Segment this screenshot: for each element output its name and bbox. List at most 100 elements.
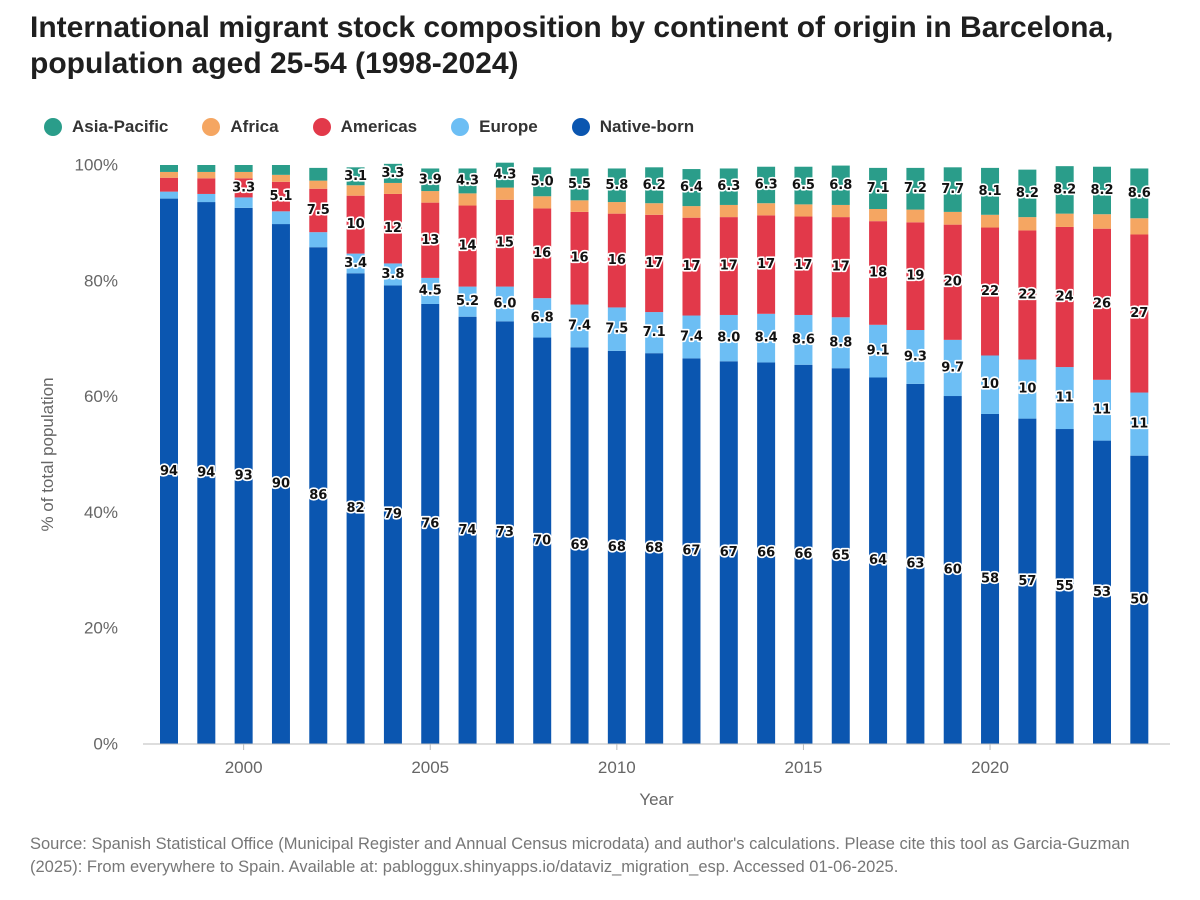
data-label: 8.6 — [1128, 186, 1151, 201]
bar-segment-africa — [1130, 218, 1149, 235]
data-label: 7.4 — [680, 329, 703, 344]
x-tick-label: 2020 — [971, 758, 1009, 777]
bar-stack-2008: 70 6.8 16 5.0 — [529, 167, 555, 744]
bar-segment-africa — [1018, 217, 1037, 231]
bar-segment-native-born — [757, 362, 776, 744]
bar-segment-asia-pacific — [682, 169, 701, 207]
bar-segment-europe — [794, 314, 813, 365]
bar-segment-europe — [197, 193, 216, 203]
bar-stack-2012: 67 7.4 17 6.4 — [678, 169, 705, 744]
data-label: 8.8 — [829, 335, 852, 350]
data-label: 9.3 — [904, 349, 927, 364]
data-label: 5.1 — [269, 189, 292, 204]
bar-segment-asia-pacific — [1093, 166, 1111, 215]
bar-stack-2011: 68 7.1 17 6.2 — [641, 167, 667, 744]
legend-label: Africa — [230, 117, 279, 136]
bar-segment-europe — [719, 314, 738, 362]
data-label: 17 — [794, 258, 812, 273]
bar-segment-asia-pacific — [421, 168, 440, 192]
bar-segment-native-born — [1093, 440, 1111, 744]
data-label: 11 — [1093, 403, 1111, 418]
bar-segment-africa — [383, 182, 402, 194]
legend-item-africa[interactable]: Africa — [202, 117, 279, 137]
bar-segment-asia-pacific — [570, 168, 589, 201]
bar-stack-2019: 60 9.7 20 7.7 — [940, 167, 966, 744]
data-label: 8.6 — [792, 332, 815, 347]
bar-segment-africa — [197, 171, 216, 179]
bar-stack-2005: 76 4.5 13 3.9 — [417, 168, 443, 744]
bar-segment-native-born — [981, 413, 1000, 744]
bar-segment-native-born — [197, 202, 216, 744]
bar-segment-americas — [1055, 226, 1074, 368]
bar-segment-americas — [271, 181, 290, 212]
legend-item-native-born[interactable]: Native-born — [571, 117, 695, 137]
bar-segment-asia-pacific — [943, 167, 962, 212]
bar-segment-native-born — [794, 364, 813, 744]
legend-item-asia-pacific[interactable]: Asia-Pacific — [44, 117, 168, 137]
bar-segment-asia-pacific — [981, 167, 1000, 215]
bar-segment-americas — [645, 214, 664, 313]
bar-segment-africa — [1093, 214, 1111, 229]
data-label: 13 — [421, 233, 439, 248]
legend-item-americas[interactable]: Americas — [312, 117, 417, 137]
y-tick-label: 20% — [84, 619, 118, 638]
bar-segment-europe — [981, 355, 1000, 414]
bar-segment-asia-pacific — [794, 166, 813, 205]
data-label: 8.4 — [755, 331, 778, 346]
data-label: 7.2 — [904, 181, 927, 196]
bar-segment-native-born — [570, 347, 589, 744]
bar-segment-africa — [794, 204, 813, 217]
data-label: 5.2 — [456, 294, 479, 309]
bar-segment-americas — [682, 217, 701, 316]
bar-segment-africa — [234, 171, 253, 179]
data-label: 70 — [533, 533, 551, 548]
data-label: 6.3 — [717, 179, 740, 194]
data-label: 6.8 — [531, 310, 554, 325]
data-label: 76 — [421, 516, 439, 531]
bar-segment-africa — [458, 193, 477, 206]
data-label: 8.0 — [717, 331, 740, 346]
bar-segment-africa — [682, 206, 701, 218]
bar-segment-americas — [794, 216, 813, 315]
x-tick-label: 2010 — [598, 758, 636, 777]
bar-stack-2010: 68 7.5 16 5.8 — [604, 168, 630, 744]
bar-stack-2015: 66 8.6 17 6.5 — [790, 166, 817, 744]
bar-stack-1998: 94 — [158, 165, 180, 744]
data-label: 64 — [869, 553, 887, 568]
data-label: 5.0 — [531, 174, 554, 189]
bar-segment-americas — [831, 217, 850, 318]
bar-segment-asia-pacific — [607, 168, 626, 203]
data-label: 17 — [832, 260, 850, 275]
data-label: 73 — [496, 525, 514, 540]
data-label: 65 — [832, 549, 850, 564]
bar-segment-americas — [197, 178, 216, 194]
data-label: 16 — [570, 251, 588, 266]
bar-segment-europe — [906, 330, 925, 384]
bar-segment-native-born — [906, 383, 925, 744]
bar-segment-americas — [1130, 234, 1149, 393]
bar-segment-asia-pacific — [160, 165, 178, 172]
bar-segment-asia-pacific — [831, 165, 850, 205]
bar-segment-americas — [1093, 228, 1111, 380]
data-label: 90 — [272, 477, 290, 492]
bar-segment-africa — [719, 204, 738, 218]
data-label: 17 — [682, 259, 700, 274]
data-label: 66 — [757, 546, 775, 561]
legend-item-europe[interactable]: Europe — [451, 117, 538, 137]
bar-segment-europe — [1093, 379, 1111, 441]
legend-label: Native-born — [599, 117, 695, 136]
data-label: 68 — [645, 541, 663, 556]
bar-segment-africa — [570, 200, 589, 212]
data-label: 50 — [1130, 592, 1148, 607]
data-label: 55 — [1056, 579, 1074, 594]
bar-segment-europe — [607, 307, 626, 351]
bar-segment-africa — [607, 202, 626, 214]
bar-segment-americas — [533, 208, 552, 299]
bar-segment-europe — [1055, 367, 1074, 430]
data-label: 18 — [869, 265, 887, 280]
data-label: 93 — [235, 468, 253, 483]
bar-segment-native-born — [719, 361, 738, 744]
y-tick-label: 60% — [84, 387, 118, 406]
bar-segment-asia-pacific — [645, 167, 664, 204]
bar-segment-americas — [346, 195, 365, 254]
